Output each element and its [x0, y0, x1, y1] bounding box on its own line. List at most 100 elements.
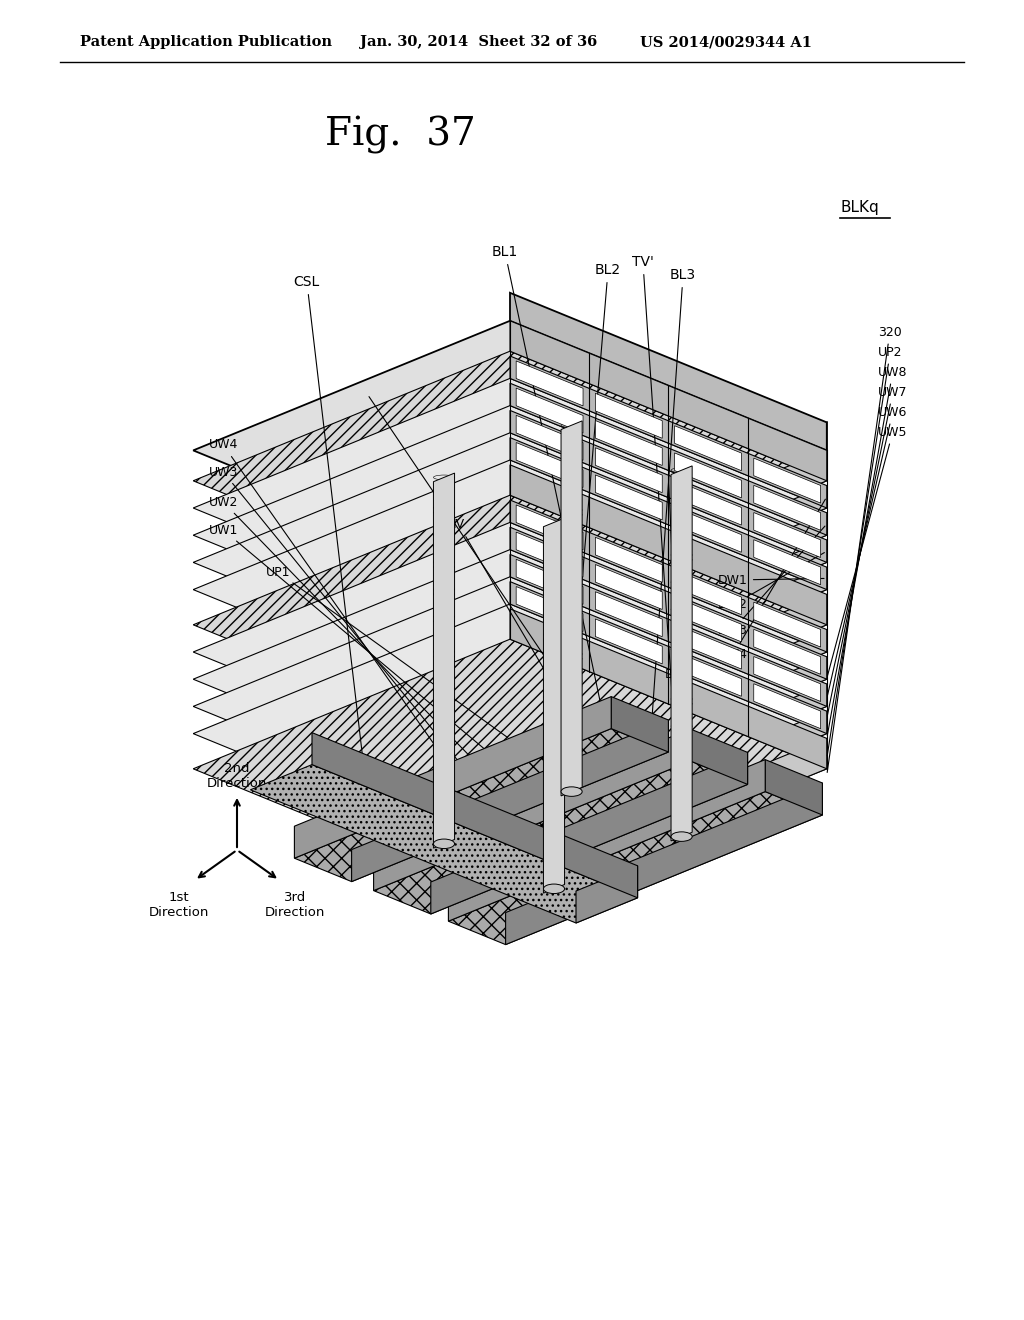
Polygon shape — [194, 379, 826, 638]
Text: UP2: UP2 — [827, 346, 902, 755]
Polygon shape — [510, 422, 826, 579]
Text: UP1: UP1 — [265, 565, 508, 738]
Polygon shape — [516, 388, 583, 433]
Polygon shape — [194, 605, 826, 863]
Polygon shape — [510, 738, 826, 899]
Text: BL2: BL2 — [561, 263, 622, 834]
Polygon shape — [194, 549, 826, 809]
Polygon shape — [194, 523, 826, 781]
Polygon shape — [595, 537, 663, 582]
Polygon shape — [510, 630, 826, 781]
Polygon shape — [295, 697, 611, 858]
Ellipse shape — [561, 787, 583, 796]
Polygon shape — [561, 421, 583, 796]
Polygon shape — [675, 507, 741, 552]
Polygon shape — [194, 577, 826, 836]
Polygon shape — [516, 416, 583, 461]
Polygon shape — [510, 383, 826, 535]
Polygon shape — [449, 759, 765, 921]
Text: BLKq: BLKq — [840, 201, 879, 215]
Text: 2nd
Direction: 2nd Direction — [207, 762, 267, 789]
Polygon shape — [675, 570, 741, 615]
Polygon shape — [754, 486, 820, 531]
Polygon shape — [765, 759, 822, 814]
Polygon shape — [544, 517, 564, 894]
Polygon shape — [754, 540, 820, 585]
Polygon shape — [675, 453, 741, 498]
Text: DW2: DW2 — [718, 553, 824, 611]
Polygon shape — [510, 554, 826, 706]
Polygon shape — [754, 458, 820, 503]
Polygon shape — [516, 442, 583, 487]
Text: UW4: UW4 — [209, 438, 508, 850]
Polygon shape — [374, 762, 748, 913]
Text: UW1: UW1 — [209, 524, 508, 768]
Text: Patent Application Publication: Patent Application Publication — [80, 36, 332, 49]
Polygon shape — [506, 783, 822, 945]
Polygon shape — [754, 602, 820, 647]
Polygon shape — [449, 792, 822, 945]
Text: DP1: DP1 — [369, 396, 600, 726]
Polygon shape — [510, 684, 826, 836]
Polygon shape — [510, 500, 826, 652]
Polygon shape — [516, 532, 583, 577]
Polygon shape — [510, 465, 826, 624]
Ellipse shape — [671, 832, 692, 841]
Polygon shape — [510, 711, 826, 863]
Polygon shape — [510, 609, 826, 768]
Polygon shape — [510, 450, 826, 610]
Ellipse shape — [433, 840, 455, 849]
Polygon shape — [510, 527, 826, 680]
Polygon shape — [510, 321, 826, 480]
Polygon shape — [194, 405, 826, 665]
Text: 320: 320 — [827, 326, 902, 772]
Text: UW8: UW8 — [827, 366, 907, 735]
Polygon shape — [595, 447, 663, 492]
Polygon shape — [595, 393, 663, 438]
Polygon shape — [194, 351, 826, 610]
Text: TV': TV' — [632, 255, 684, 833]
Polygon shape — [516, 506, 583, 550]
Polygon shape — [510, 568, 826, 719]
Polygon shape — [351, 719, 669, 882]
Text: DP2: DP2 — [665, 479, 690, 681]
Text: UW5: UW5 — [827, 425, 907, 676]
Polygon shape — [611, 697, 669, 752]
Text: DW4: DW4 — [718, 499, 825, 661]
Polygon shape — [595, 591, 663, 636]
Text: UW6: UW6 — [827, 405, 907, 696]
Polygon shape — [754, 656, 820, 701]
Polygon shape — [510, 438, 826, 590]
Text: UW3: UW3 — [209, 466, 508, 822]
Polygon shape — [194, 495, 826, 755]
Polygon shape — [194, 459, 826, 719]
Polygon shape — [510, 582, 826, 734]
Polygon shape — [510, 512, 826, 665]
Text: CSL: CSL — [294, 275, 369, 810]
Polygon shape — [675, 480, 741, 525]
Polygon shape — [575, 866, 638, 923]
Polygon shape — [675, 597, 741, 642]
Polygon shape — [595, 475, 663, 520]
Text: DW3: DW3 — [718, 527, 825, 636]
Polygon shape — [374, 729, 690, 891]
Polygon shape — [754, 684, 820, 729]
Text: 3rd
Direction: 3rd Direction — [264, 891, 325, 919]
Polygon shape — [690, 729, 748, 784]
Polygon shape — [510, 486, 826, 638]
Polygon shape — [510, 356, 826, 508]
Polygon shape — [754, 630, 820, 675]
Text: DW1: DW1 — [718, 573, 824, 586]
Polygon shape — [194, 639, 826, 899]
Text: 1st
Direction: 1st Direction — [150, 891, 210, 919]
Text: IV: IV — [453, 519, 552, 682]
Polygon shape — [516, 560, 583, 605]
Polygon shape — [312, 733, 638, 898]
Polygon shape — [510, 594, 826, 755]
Polygon shape — [510, 411, 826, 562]
Polygon shape — [251, 764, 638, 923]
Polygon shape — [510, 657, 826, 809]
Text: Fig.  37: Fig. 37 — [325, 116, 475, 154]
Text: UW7: UW7 — [827, 385, 907, 715]
Polygon shape — [675, 651, 741, 696]
